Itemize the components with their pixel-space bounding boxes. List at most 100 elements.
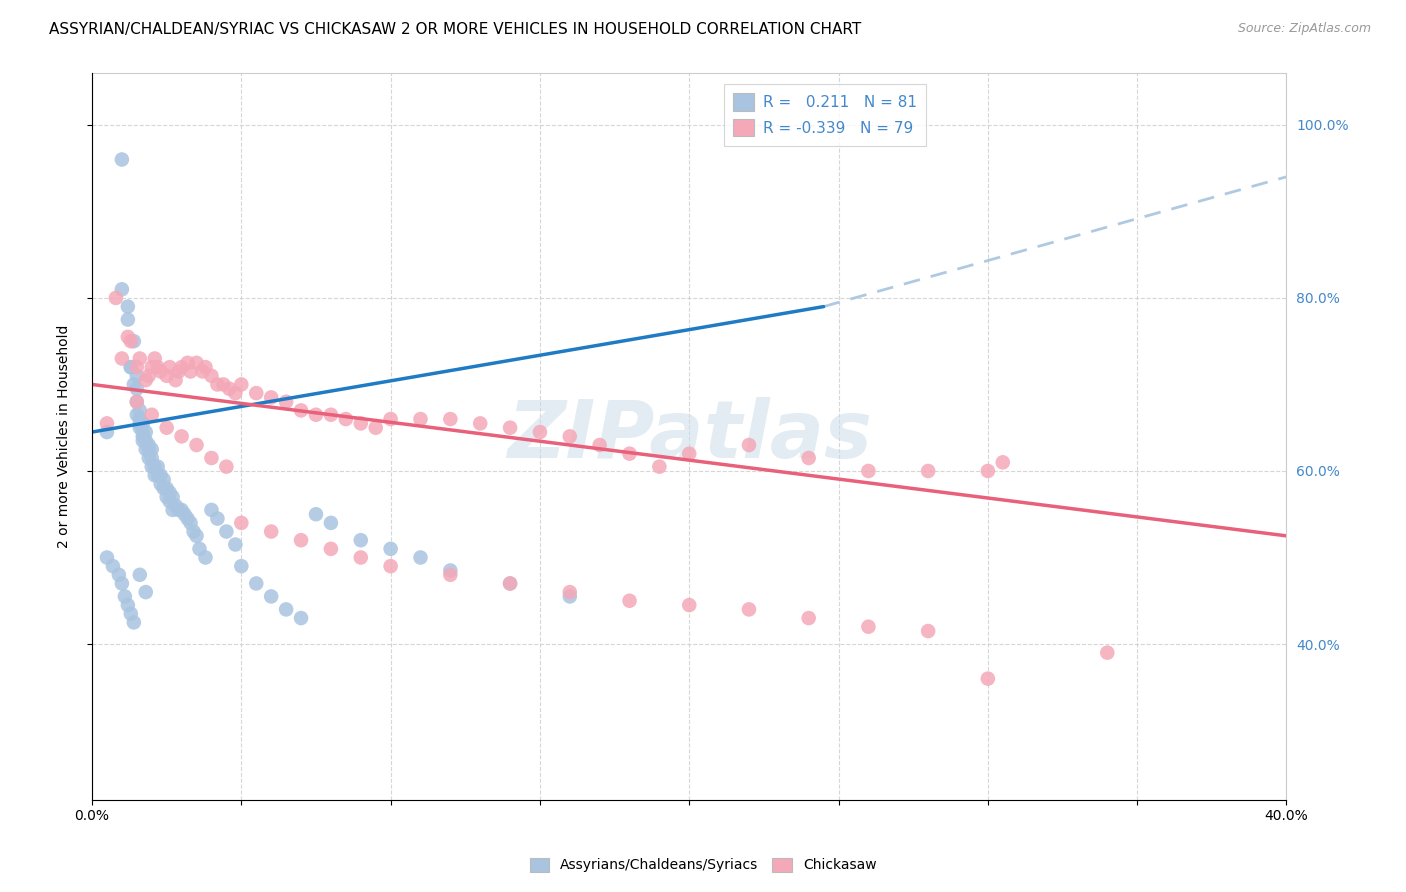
Point (290, 611, 312, 625)
Point (125, 368, 148, 383)
Point (146, 459, 169, 474)
Point (125, 394, 148, 409)
Point (738, 602, 761, 616)
Point (156, 368, 179, 383)
Point (215, 524, 238, 539)
Point (215, 459, 238, 474)
Point (224, 386, 246, 401)
Point (499, 576, 522, 591)
Point (96, 425, 118, 439)
Point (678, 598, 700, 612)
Point (231, 516, 253, 530)
Point (132, 434, 155, 448)
Point (797, 611, 820, 625)
Point (125, 360, 148, 375)
Point (188, 541, 211, 556)
Point (138, 438, 160, 452)
Point (117, 330, 139, 344)
Point (138, 368, 160, 383)
Point (619, 593, 641, 607)
Point (305, 408, 328, 422)
Point (149, 468, 172, 483)
Point (499, 421, 522, 435)
Point (104, 291, 127, 305)
Point (162, 503, 184, 517)
Point (917, 464, 939, 478)
Point (558, 429, 581, 443)
Legend: Assyrians/Chaldeans/Syriacs, Chickasaw: Assyrians/Chaldeans/Syriacs, Chickasaw (524, 852, 882, 878)
Point (364, 421, 387, 435)
Point (128, 351, 150, 366)
Point (176, 356, 198, 370)
Point (1097, 646, 1119, 660)
Point (132, 429, 155, 443)
Point (141, 408, 163, 422)
Point (141, 360, 163, 375)
Point (120, 360, 142, 375)
Text: ASSYRIAN/CHALDEAN/SYRIAC VS CHICKASAW 2 OR MORE VEHICLES IN HOUSEHOLD CORRELATIO: ASSYRIAN/CHALDEAN/SYRIAC VS CHICKASAW 2 … (49, 22, 862, 37)
Point (114, 590, 136, 604)
Point (335, 412, 357, 426)
Point (170, 503, 193, 517)
Point (135, 373, 157, 387)
Point (117, 598, 139, 612)
Point (135, 585, 157, 599)
Point (111, 153, 134, 167)
Point (125, 394, 148, 409)
Point (170, 360, 193, 375)
Point (529, 425, 551, 439)
Point (231, 559, 253, 574)
Point (218, 382, 240, 396)
Point (135, 442, 157, 457)
Point (149, 477, 172, 491)
Point (180, 364, 202, 378)
Point (101, 559, 124, 574)
Point (167, 364, 190, 378)
Point (111, 576, 134, 591)
Point (162, 490, 184, 504)
Point (260, 391, 283, 405)
Point (274, 602, 297, 616)
Point (125, 408, 148, 422)
Point (350, 417, 373, 431)
Point (409, 412, 432, 426)
Point (143, 351, 166, 366)
Point (143, 459, 166, 474)
Point (159, 360, 181, 375)
Point (128, 567, 150, 582)
Point (170, 429, 193, 443)
Point (138, 442, 160, 457)
Point (558, 590, 581, 604)
Point (141, 459, 163, 474)
Y-axis label: 2 or more Vehicles in Household: 2 or more Vehicles in Household (58, 325, 72, 548)
Point (194, 360, 217, 375)
Point (409, 550, 432, 565)
Point (991, 455, 1014, 469)
Point (977, 672, 1000, 686)
Point (200, 368, 222, 383)
Point (120, 607, 142, 621)
Point (156, 490, 179, 504)
Point (231, 377, 253, 392)
Point (128, 421, 150, 435)
Point (678, 447, 700, 461)
Point (319, 408, 342, 422)
Point (319, 516, 342, 530)
Point (141, 450, 163, 465)
Point (439, 412, 461, 426)
Point (194, 550, 217, 565)
Point (167, 503, 190, 517)
Point (183, 524, 205, 539)
Point (165, 499, 187, 513)
Point (200, 450, 222, 465)
Point (156, 421, 179, 435)
Point (159, 494, 181, 508)
Point (146, 468, 169, 483)
Point (917, 624, 939, 638)
Point (125, 382, 148, 396)
Point (224, 537, 246, 551)
Point (117, 312, 139, 326)
Point (120, 360, 142, 375)
Point (380, 541, 402, 556)
Point (558, 585, 581, 599)
